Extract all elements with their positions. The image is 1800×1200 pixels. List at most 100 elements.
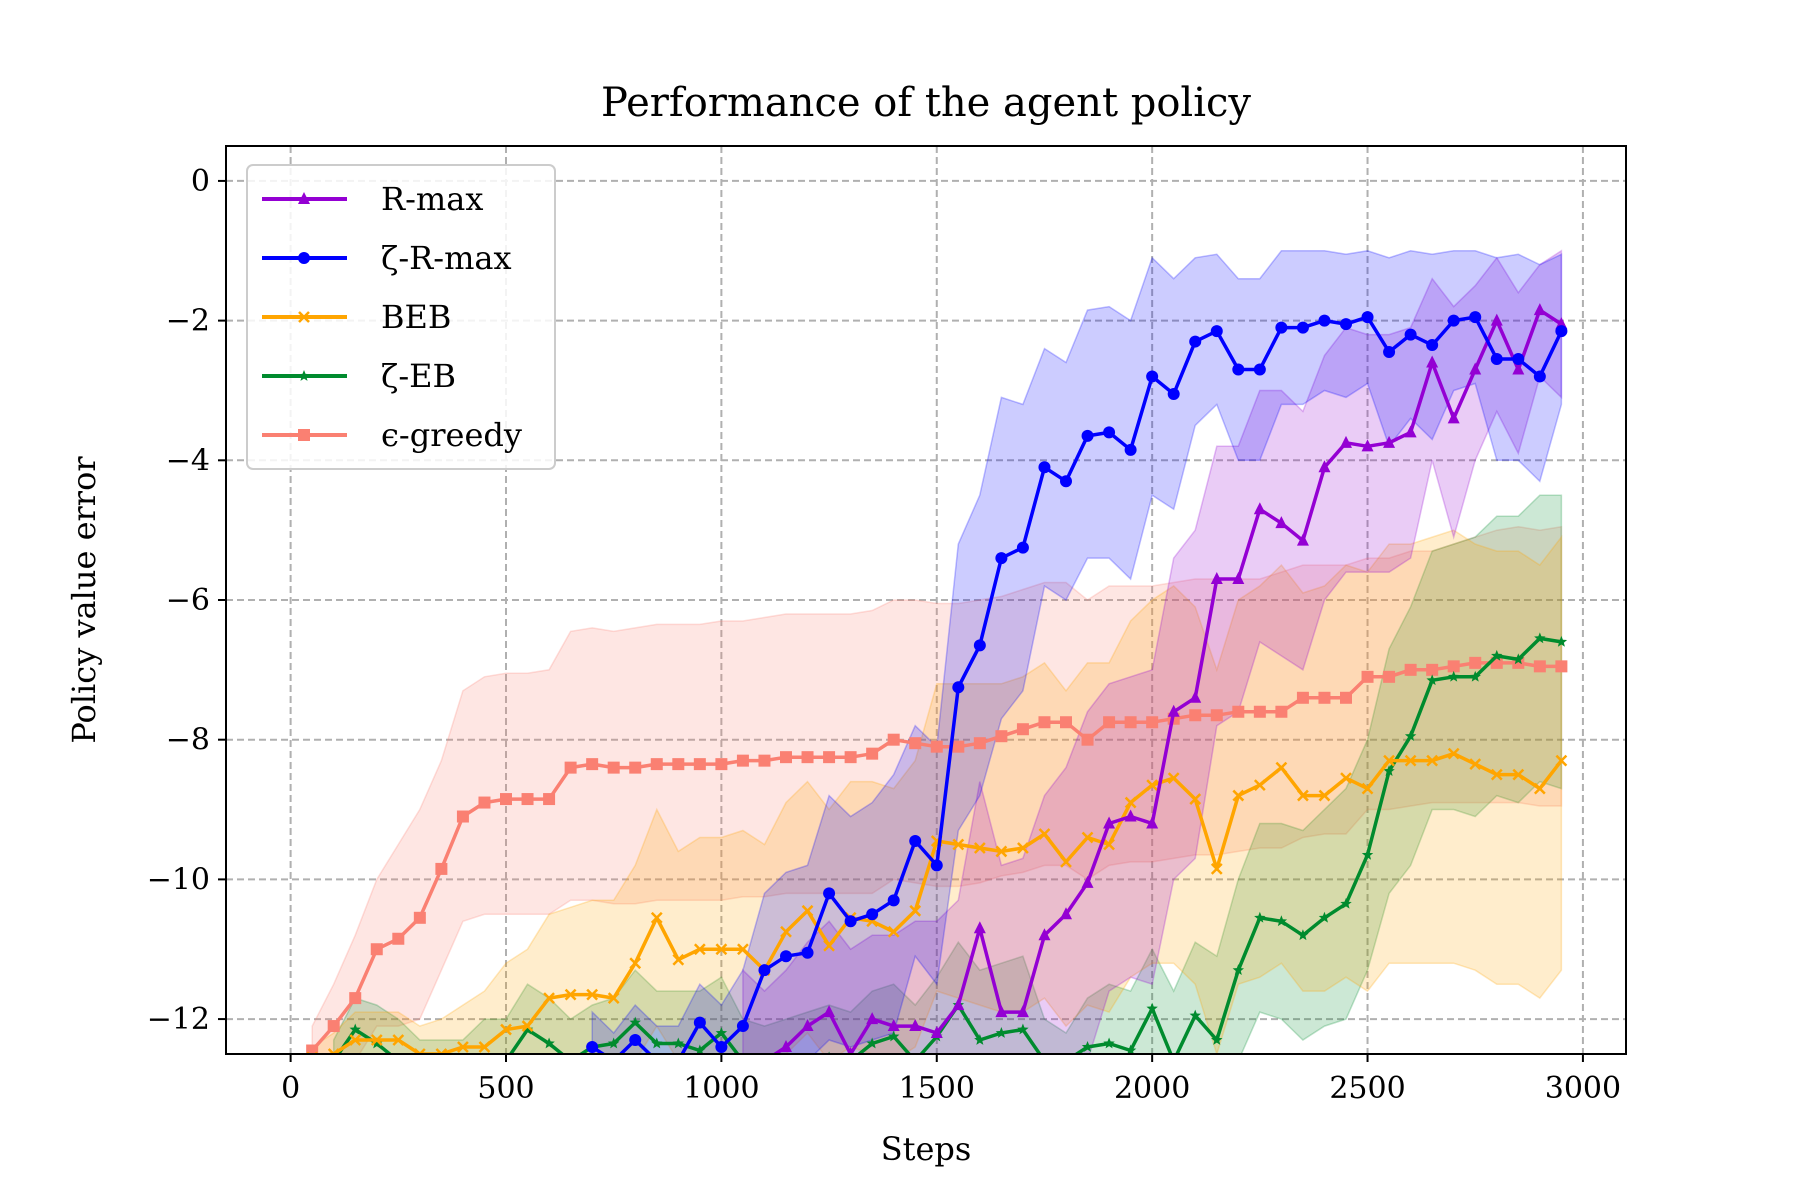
data-point [759, 1055, 770, 1066]
data-point [1016, 1005, 1029, 1018]
data-point [607, 1037, 620, 1049]
data-point [1340, 435, 1352, 448]
data-point [1426, 754, 1439, 767]
data-point [1253, 363, 1266, 376]
y-tick-label: −4 [166, 443, 210, 478]
data-point [457, 1055, 468, 1066]
data-point [1039, 1055, 1050, 1066]
data-point [370, 1034, 383, 1046]
data-point [1447, 411, 1460, 424]
data-point [1533, 660, 1546, 673]
data-point [887, 1030, 900, 1042]
data-point [1060, 856, 1072, 868]
data-point [1404, 754, 1417, 767]
data-point [802, 1055, 813, 1066]
data-point [1447, 670, 1460, 682]
data-point [629, 957, 642, 970]
data-point [371, 1037, 383, 1049]
data-point [1318, 314, 1331, 327]
data-point [1275, 516, 1288, 529]
data-point [1404, 730, 1417, 742]
data-point [1232, 572, 1245, 585]
data-point [780, 1040, 792, 1053]
data-point [565, 1055, 576, 1066]
x-tick-label: 2000 [1114, 1071, 1190, 1106]
data-point [1103, 716, 1116, 729]
data-point [866, 1037, 878, 1049]
data-point [973, 737, 986, 750]
data-point [694, 1044, 706, 1054]
data-point [1038, 928, 1051, 941]
confidence-band [332, 494, 1563, 1054]
data-point [693, 1016, 706, 1029]
data-point [500, 1023, 512, 1036]
data-point [393, 1055, 404, 1066]
data-point [672, 1055, 684, 1067]
x-axis-title: Steps [881, 1130, 972, 1168]
data-point [1210, 863, 1223, 875]
data-point [1340, 897, 1352, 909]
data-point [1146, 370, 1159, 383]
data-point [414, 1055, 425, 1066]
data-point [457, 1041, 469, 1053]
data-point [306, 1044, 319, 1054]
data-point [1124, 796, 1137, 809]
data-point [764, 1053, 765, 1054]
data-point [1253, 779, 1266, 791]
data-point [672, 1037, 685, 1049]
data-point [801, 946, 814, 959]
data-point [521, 793, 534, 806]
data-point [500, 793, 512, 806]
data-point [1167, 772, 1180, 784]
data-point [995, 730, 1008, 743]
data-point [1512, 653, 1525, 665]
data-point [435, 862, 448, 875]
data-point [1340, 772, 1352, 784]
data-point [1426, 663, 1439, 676]
data-point [672, 953, 685, 966]
data-point [1060, 907, 1072, 920]
data-point [436, 1055, 447, 1066]
data-point [823, 751, 836, 764]
data-point [543, 793, 556, 806]
data-point [1060, 716, 1072, 729]
confidence-bands [311, 249, 1563, 1054]
data-point [1361, 439, 1374, 452]
data-point [327, 1020, 340, 1033]
data-point [478, 796, 491, 809]
data-point [1017, 1023, 1029, 1035]
data-point [672, 758, 685, 771]
data-point [930, 1026, 943, 1039]
data-point [715, 758, 728, 771]
data-point [1383, 754, 1395, 767]
data-point [1512, 353, 1525, 366]
data-point [413, 911, 426, 924]
data-point [1361, 782, 1374, 795]
data-point [887, 925, 900, 938]
data-point [651, 1037, 663, 1049]
legend-frame [246, 164, 556, 470]
data-point [693, 943, 706, 956]
data-point [1555, 635, 1568, 647]
data-point [607, 992, 620, 1005]
data-point [1297, 929, 1309, 941]
data-point [1469, 656, 1482, 669]
data-point [844, 915, 857, 928]
data-point [651, 1055, 663, 1067]
data-point [1232, 789, 1245, 802]
data-point [1469, 758, 1482, 771]
data-point [1490, 353, 1503, 366]
data-point [1447, 314, 1460, 327]
legend-label: ζ-EB [381, 357, 456, 395]
data-point [801, 904, 814, 917]
x-tick-label: 2500 [1329, 1071, 1405, 1106]
data-point [650, 911, 663, 924]
data-point [564, 988, 577, 1001]
data-point [1533, 303, 1546, 316]
data-point [1296, 691, 1309, 704]
legend-marker [298, 429, 310, 441]
data-point [1361, 311, 1374, 324]
data-point [349, 1034, 362, 1046]
data-point [1081, 831, 1094, 844]
data-point [952, 681, 965, 694]
